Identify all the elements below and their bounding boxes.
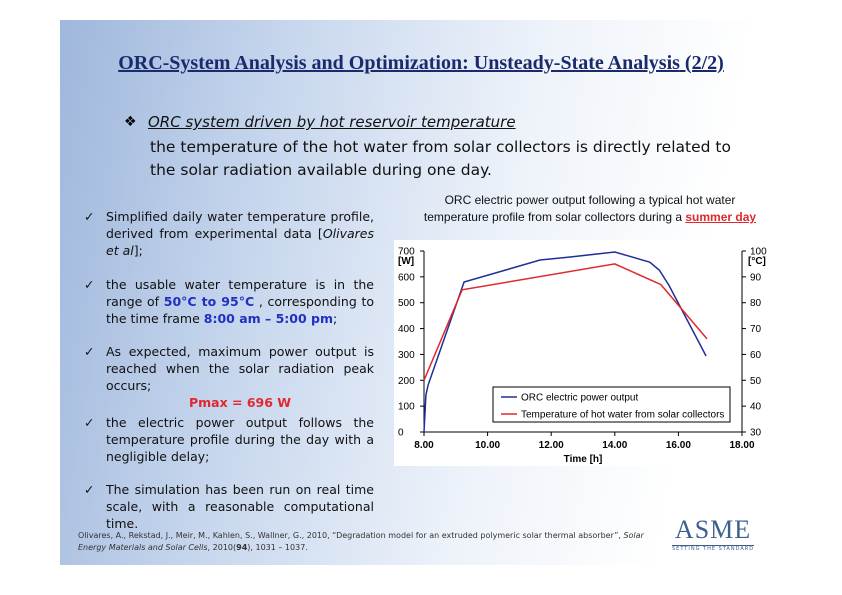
chart-title: ORC electric power output following a ty…: [395, 192, 785, 226]
chart-title-line: ORC electric power output following a ty…: [444, 193, 736, 207]
text: ), 1031 – 1037.: [247, 543, 308, 552]
y-tick-label: 500: [398, 298, 415, 309]
bullet: As expected, maximum power output is rea…: [84, 343, 374, 411]
reference: Olivares, A., Rekstad, J., Meir, M., Kah…: [78, 530, 668, 554]
chart-title-highlight: summer day: [685, 210, 757, 224]
text: , corresponding to the time frame: [106, 294, 374, 326]
text: the usable water temperature is in the r…: [106, 277, 374, 309]
x-tick-label: 12.00: [539, 440, 564, 451]
temperature-range: 50°C to 95°C: [163, 294, 255, 309]
legend: [492, 386, 731, 423]
text: ];: [133, 243, 143, 258]
y2-tick-label: 40: [750, 402, 762, 413]
bullet: The simulation has been run on real time…: [84, 481, 374, 532]
y2-tick-label: 60: [750, 350, 762, 361]
intro-text: the temperature of the hot water from so…: [150, 138, 731, 179]
y2-tick-label: 50: [750, 376, 762, 387]
x-axis-label: Time [h]: [564, 454, 603, 465]
journal: Solar Energy Materials and Solar Cells: [78, 531, 644, 552]
text: , 2010(: [207, 543, 237, 552]
y-tick-label: 300: [398, 350, 415, 361]
bullet: the usable water temperature is in the r…: [84, 276, 374, 327]
y-tick-label: 400: [398, 324, 415, 335]
x-tick-label: 10.00: [475, 440, 500, 451]
x-tick-label: 18.00: [729, 440, 754, 451]
bullet: Simplified daily water temperature profi…: [84, 208, 374, 259]
volume: 94: [236, 543, 248, 552]
x-tick-label: 14.00: [602, 440, 627, 451]
y2-tick-label: 30: [750, 428, 762, 439]
y-axis-label: [W]: [398, 256, 414, 267]
time-range: 8:00 am – 5:00 pm: [203, 311, 334, 326]
pmax: Pmax = 696 W: [188, 395, 292, 410]
legend-label: ORC electric power output: [521, 393, 638, 404]
y2-axis-label: [°C]: [748, 256, 766, 267]
legend-label: Temperature of hot water from solar coll…: [521, 410, 724, 421]
text: Olivares, A., Rekstad, J., Meir, M., Kah…: [78, 531, 624, 540]
y-tick-label: 100: [398, 402, 415, 413]
logo: ASME SETTING THE STANDARD: [672, 515, 755, 552]
logo-name: ASME: [674, 515, 752, 544]
y-tick-label: 700: [398, 247, 415, 258]
y2-tick-label: 80: [750, 298, 762, 309]
x-tick-label: 8.00: [414, 440, 434, 451]
intro-heading: ORC system driven by hot reservoir tempe…: [148, 113, 516, 131]
title-text: ORC-System Analysis and Optimization: Un…: [118, 52, 680, 74]
text: the electric power output follows the te…: [106, 415, 374, 464]
logo-tagline: SETTING THE STANDARD: [672, 545, 755, 552]
text: Simplified daily water temperature profi…: [106, 209, 374, 241]
chart: 0 100 200 300 400 500 600 700[W] 30 40 50 60 70 80 90 1…: [394, 240, 774, 466]
y-tick-label: 200: [398, 376, 415, 387]
citation: Olivares et al: [106, 226, 374, 258]
x-tick-label: 16.00: [666, 440, 691, 451]
text: ;: [333, 311, 338, 326]
chart-title-line: temperature profile from solar collector…: [423, 210, 686, 224]
slide-title: ORC-System Analysis and Optimization: Un…: [60, 52, 782, 75]
y2-tick-label: 70: [750, 324, 762, 335]
y-tick-label: 0: [398, 428, 404, 439]
y-tick-label: 600: [398, 272, 415, 283]
title-part: (2/2): [679, 52, 724, 74]
bullet-icon: ❖: [124, 114, 137, 130]
chart-background: [394, 240, 774, 466]
text: As expected, maximum power output is rea…: [106, 344, 374, 393]
bullet: the electric power output follows the te…: [84, 414, 374, 465]
text: The simulation has been run on real time…: [106, 482, 374, 531]
y2-tick-label: 90: [750, 272, 762, 283]
y2-tick-label: 100: [750, 247, 767, 258]
series-line: [423, 263, 708, 381]
series-line: [423, 251, 707, 433]
